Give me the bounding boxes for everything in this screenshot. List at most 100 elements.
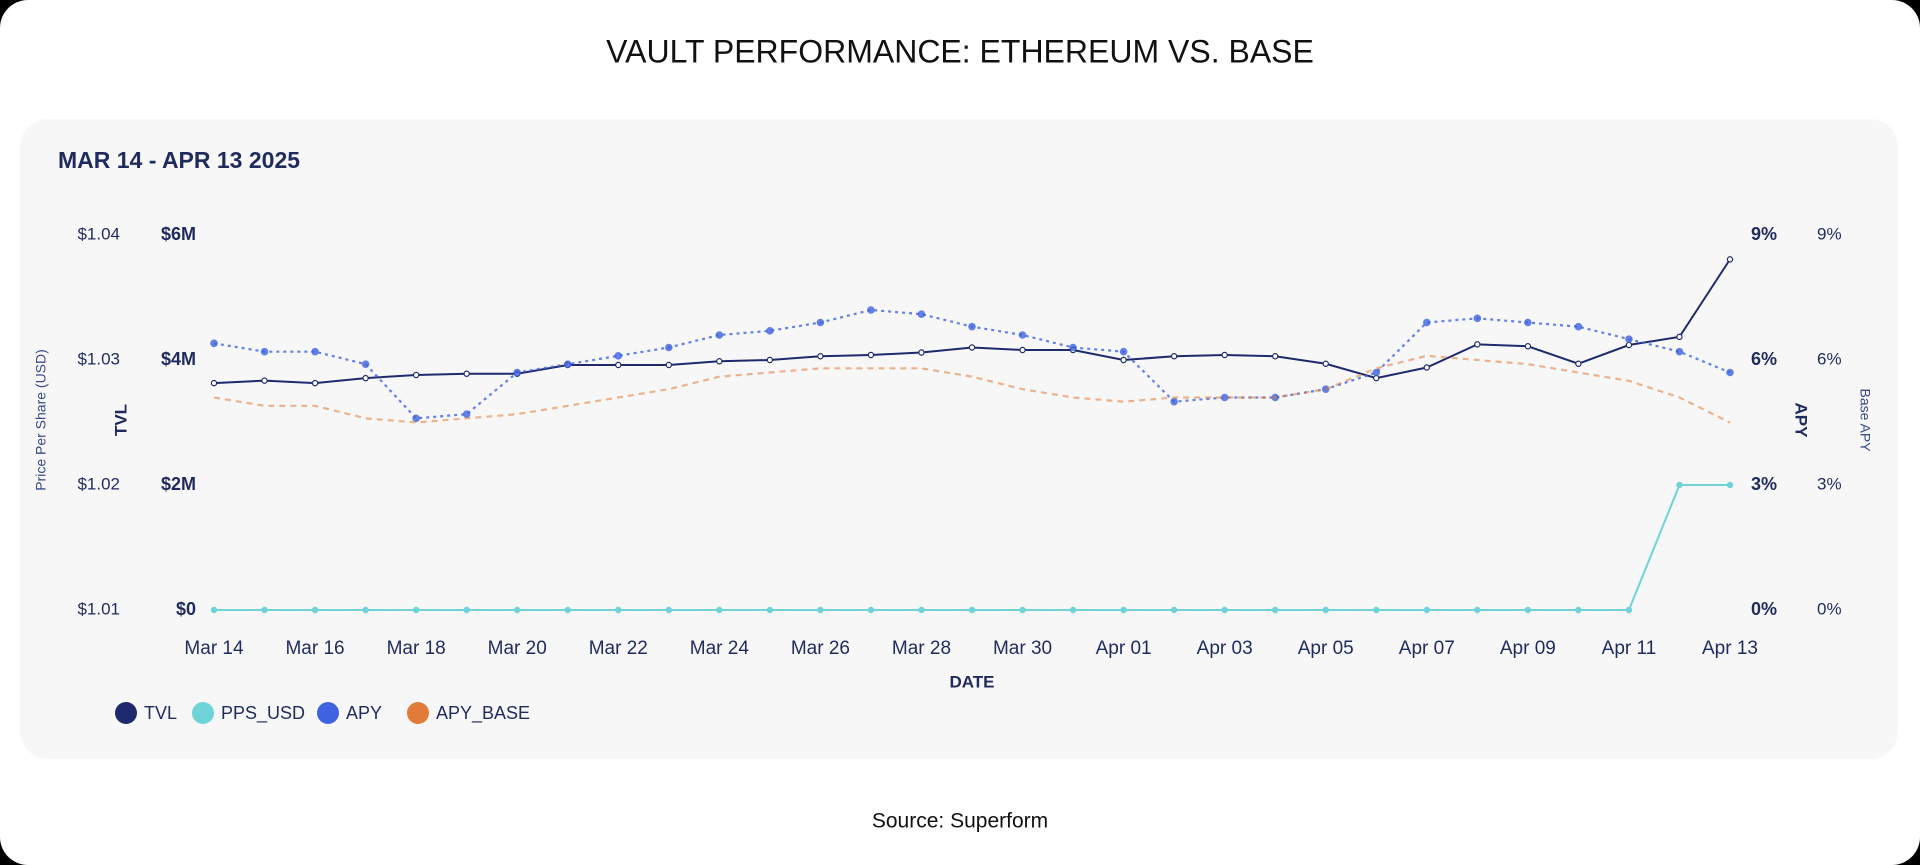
- point: [1322, 360, 1329, 367]
- point: [1726, 368, 1734, 377]
- x-tick-label: Mar 30: [993, 638, 1052, 659]
- y3-axis-label: Price Per Share (USD): [33, 349, 49, 491]
- point: [1170, 397, 1178, 406]
- point: [917, 310, 926, 318]
- point: [816, 318, 825, 327]
- point: [261, 377, 268, 384]
- y-tick-label: $2M: [161, 474, 196, 494]
- point: [311, 379, 319, 387]
- point: [1625, 341, 1633, 349]
- y2-axis-label: APY: [1792, 403, 1811, 439]
- y3-tick-label: $1.04: [77, 224, 120, 243]
- point: [918, 349, 925, 356]
- point: [311, 606, 319, 614]
- y4-tick-label: 9%: [1817, 224, 1842, 243]
- series-apy-base: [213, 354, 1731, 424]
- point: [1271, 606, 1279, 614]
- point: [1271, 353, 1279, 360]
- point: [362, 606, 369, 614]
- point: [867, 606, 875, 614]
- point: [968, 606, 976, 614]
- point: [210, 606, 218, 614]
- y3-tick-label: $1.02: [77, 474, 120, 493]
- point: [615, 606, 622, 614]
- point: [311, 347, 319, 356]
- y2-tick-label: 9%: [1751, 224, 1777, 244]
- point: [1524, 606, 1532, 614]
- point: [817, 606, 824, 614]
- point: [766, 327, 774, 335]
- series-apy: [210, 306, 1734, 423]
- y2-tick-label: 0%: [1751, 599, 1777, 619]
- x-tick-label: Mar 20: [488, 638, 547, 659]
- y4-axis-label: Base APY: [1857, 388, 1873, 452]
- point: [210, 339, 218, 348]
- point: [1221, 606, 1228, 614]
- point: [1170, 606, 1178, 614]
- point: [260, 347, 269, 356]
- point: [867, 351, 875, 359]
- x-tick-label: Apr 11: [1602, 638, 1657, 659]
- x-tick-label: Mar 28: [892, 638, 951, 659]
- point: [412, 371, 420, 379]
- x-axis-label: DATE: [949, 672, 994, 691]
- point: [1119, 347, 1128, 356]
- y-tick-label: $0: [176, 599, 196, 619]
- point: [716, 606, 723, 614]
- x-tick-label: Apr 03: [1197, 638, 1253, 659]
- point: [1018, 331, 1027, 339]
- point: [1322, 606, 1329, 614]
- point: [210, 379, 218, 387]
- x-tick-label: Mar 18: [387, 638, 446, 659]
- point: [918, 606, 925, 614]
- point: [1524, 318, 1532, 327]
- source: Source: Superform: [872, 810, 1048, 833]
- x-tick-label: Apr 13: [1702, 638, 1758, 659]
- legend-label: APY: [346, 703, 382, 723]
- legend-marker: [115, 702, 137, 724]
- x-tick-label: Mar 16: [285, 638, 344, 659]
- point: [1170, 353, 1178, 360]
- y-axis-label: TVL: [111, 404, 130, 436]
- point: [766, 606, 774, 614]
- point: [1423, 364, 1431, 371]
- y3-tick-label: $1.01: [77, 599, 120, 618]
- point: [766, 356, 774, 364]
- point: [513, 368, 522, 377]
- point: [1220, 393, 1229, 402]
- point: [1574, 322, 1583, 331]
- y2-tick-label: 3%: [1751, 474, 1777, 494]
- point: [564, 606, 571, 614]
- point: [362, 374, 369, 382]
- y3-tick-label: $1.03: [77, 349, 120, 368]
- point: [1423, 318, 1431, 327]
- line: [213, 354, 1731, 424]
- x-tick-label: Mar 24: [690, 638, 750, 659]
- point: [1373, 374, 1380, 382]
- series-pps-usd: [210, 481, 1734, 614]
- y-tick-label: $6M: [161, 224, 196, 244]
- point: [1221, 351, 1228, 359]
- point: [514, 606, 521, 614]
- point: [1575, 360, 1582, 367]
- point: [1474, 341, 1481, 348]
- point: [1625, 606, 1633, 614]
- x-tick-label: Apr 05: [1298, 638, 1354, 659]
- y4-tick-label: 0%: [1817, 599, 1842, 618]
- point: [817, 353, 824, 360]
- legend-label: PPS_USD: [221, 703, 305, 724]
- chart-panel: [20, 119, 1898, 759]
- point: [412, 414, 420, 423]
- x-tick-label: Mar 26: [791, 638, 850, 659]
- chart-subtitle: MAR 14 - APR 13 2025: [58, 147, 300, 173]
- legend-marker: [192, 702, 214, 724]
- point: [1423, 606, 1431, 614]
- point: [665, 361, 673, 369]
- point: [261, 606, 268, 614]
- point: [1625, 335, 1633, 343]
- point: [462, 410, 471, 418]
- y4-tick-label: 6%: [1817, 349, 1842, 368]
- point: [1019, 346, 1026, 354]
- point: [361, 360, 370, 368]
